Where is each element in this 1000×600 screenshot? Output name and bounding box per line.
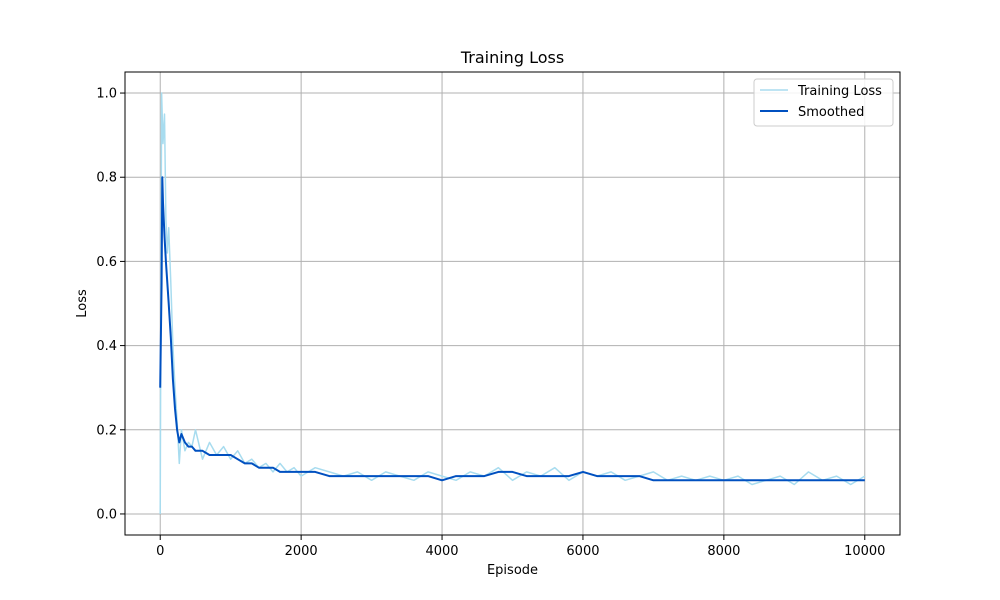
grid-layer: [125, 72, 900, 535]
y-tick-label-0.6: 0.6: [96, 255, 117, 270]
x-axis-label: Episode: [487, 563, 538, 578]
y-axis-label: Loss: [75, 289, 90, 318]
y-tick-label-1.0: 1.0: [96, 87, 117, 102]
y-tick-label-0.0: 0.0: [96, 507, 117, 522]
x-tick-label-8000: 8000: [707, 544, 740, 559]
x-tick-label-0: 0: [156, 544, 164, 559]
plot-area-frame: [124, 71, 901, 536]
x-tick-label-4000: 4000: [425, 544, 458, 559]
y-tick-label-0.4: 0.4: [96, 339, 117, 354]
series-layer: [159, 92, 866, 515]
y-tick-label-0.2: 0.2: [96, 423, 117, 438]
legend-label-training-loss: Training Loss: [797, 84, 882, 99]
chart-title: Training Loss: [460, 48, 564, 67]
x-tick-label-6000: 6000: [566, 544, 599, 559]
legend-label-smoothed: Smoothed: [798, 105, 864, 120]
ticks-layer: 0 2000 4000 6000 8000 10000 0.0 0.2 0.4 0.6 0.8 1.0: [96, 87, 885, 559]
y-tick-label-0.8: 0.8: [96, 171, 117, 186]
x-tick-label-10000: 10000: [844, 544, 885, 559]
legend: Training Loss Smoothed: [753, 78, 894, 127]
series-line-smoothed: [159, 176, 865, 482]
legend-box: [753, 78, 894, 127]
x-tick-label-2000: 2000: [285, 544, 318, 559]
